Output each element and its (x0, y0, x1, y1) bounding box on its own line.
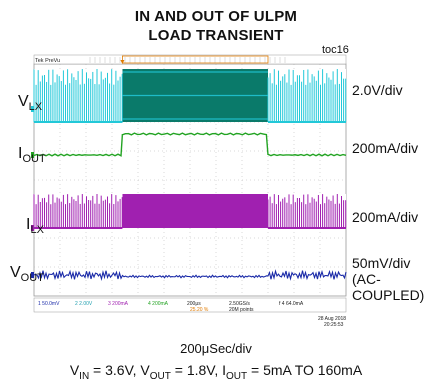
trace-ilx-burst-left (33, 194, 123, 229)
scale-iout: 200mA/div (352, 140, 419, 156)
conditions-label: VIN = 3.6V, VOUT = 1.8V, IOUT = 5mA TO 1… (69, 362, 363, 382)
ch-marker-iout (31, 152, 34, 158)
trace-ilx-burst-right (267, 194, 347, 229)
status-timebase: 200μs (187, 301, 201, 307)
trace-vlx-burst-right (267, 69, 347, 123)
trace-ilx (33, 194, 347, 229)
trace-iout (33, 132, 347, 157)
trace-vlx-burst-left (33, 69, 123, 123)
status-ch1: 1 50.0mV (38, 301, 60, 307)
trigger-marker (120, 60, 125, 64)
status-frame (33, 297, 347, 313)
scope-traces (31, 69, 347, 281)
trace-vlx-burst-right-bg (268, 69, 346, 122)
status-ch2: 2 2.00V (75, 301, 93, 307)
trace-label-vout: VOUT (10, 264, 44, 285)
scale-vout: 50mV/div (AC- COUPLED) (352, 255, 425, 303)
ch-marker-vout (31, 272, 34, 278)
scale-vlx: 2.0V/div (352, 82, 403, 98)
trace-vout (33, 269, 347, 281)
ch-marker-vlx (31, 106, 34, 112)
status-date: 28 Aug 2018 (318, 316, 346, 322)
ch-marker-ilx (31, 225, 34, 231)
trace-label-vlx: VLX (18, 93, 43, 114)
status-trigger: f 4 64.0mA (279, 301, 304, 307)
trace-label-iout: IOUT (18, 145, 46, 166)
scope-header: Tek PreVu (33, 54, 347, 65)
chart-title-line2: LOAD TRANSIENT (148, 27, 284, 44)
status-record-length: 20M points (229, 307, 254, 313)
status-ch3: 3 200mA (108, 301, 129, 307)
scale-ilx: 200mA/div (352, 209, 419, 225)
status-ch4: 4 200mA (148, 301, 169, 307)
trace-vout-line (33, 269, 347, 281)
scope-status-bar: 1 50.0mV 2 2.00V 3 200mA 4 200mA 200μs 2.50GS… (33, 297, 347, 328)
status-sample-rate: 2.50GS/s (229, 301, 250, 307)
trace-iout-line (33, 132, 347, 157)
trace-vlx (33, 69, 347, 123)
status-time: 20:25:53 (324, 322, 344, 328)
trace-ilx-burst-right-bg (268, 194, 346, 228)
trace-label-ilx: ILX (26, 216, 44, 237)
status-trigger-pos: 25.20 % (190, 307, 209, 313)
record-window (122, 55, 269, 64)
chart-title-line1: IN AND OUT OF ULPM (134, 8, 298, 25)
scope-brand: Tek PreVu (35, 58, 60, 64)
figure-id: toc16 (322, 44, 349, 56)
timebase-label: 200μSec/div (180, 341, 252, 356)
